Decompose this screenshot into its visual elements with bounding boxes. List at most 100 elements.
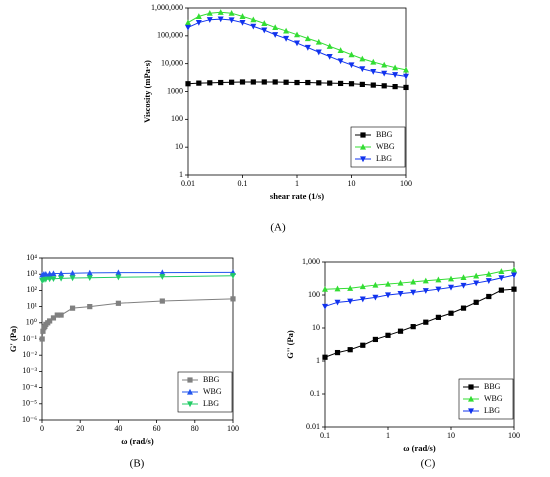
marker — [410, 324, 416, 330]
series-line — [41, 298, 234, 340]
marker — [370, 58, 377, 65]
legend-label: BBG — [376, 130, 393, 139]
marker — [54, 312, 60, 318]
marker — [448, 310, 454, 316]
marker — [294, 40, 300, 47]
marker — [261, 27, 268, 34]
x-tick-label: 10 — [447, 431, 455, 440]
y-tick-label: 0.1 — [310, 389, 320, 398]
marker — [347, 347, 353, 353]
marker — [69, 275, 76, 282]
marker — [468, 384, 474, 390]
marker — [381, 83, 387, 89]
marker — [359, 296, 366, 303]
marker — [511, 266, 517, 273]
marker — [392, 72, 399, 78]
legend-label: LBG — [203, 399, 219, 408]
marker — [304, 35, 311, 42]
y-tick-label: 10⁻⁴ — [22, 382, 37, 391]
y-tick-label: 10⁻² — [22, 350, 37, 359]
marker — [115, 300, 121, 306]
marker — [348, 62, 355, 69]
marker — [196, 80, 202, 86]
marker — [486, 293, 492, 300]
marker — [304, 44, 311, 51]
marker — [115, 269, 122, 276]
marker — [359, 66, 366, 73]
marker — [42, 276, 49, 283]
marker — [338, 80, 344, 87]
marker — [360, 143, 366, 150]
marker — [460, 274, 467, 281]
marker — [272, 79, 278, 85]
marker — [228, 17, 235, 24]
marker — [187, 377, 193, 383]
marker — [385, 280, 391, 287]
marker — [69, 270, 76, 276]
x-tick-label: 0 — [40, 424, 44, 433]
y-tick-label: 1,000,000 — [151, 3, 183, 12]
marker — [372, 294, 379, 301]
y-axis-label: Viscosity (mPa·s) — [142, 60, 152, 123]
marker — [316, 80, 322, 86]
x-tick-label: 100 — [508, 431, 520, 440]
marker — [69, 305, 76, 311]
marker — [229, 79, 235, 85]
marker — [250, 16, 257, 23]
marker — [498, 287, 505, 293]
y-tick-label: 10⁰ — [26, 318, 37, 327]
marker — [370, 68, 377, 75]
plot-frame — [324, 261, 515, 428]
panel-label: (B) — [130, 458, 145, 470]
marker — [187, 401, 193, 408]
marker — [261, 20, 268, 26]
marker — [385, 332, 391, 338]
marker — [315, 38, 322, 45]
marker — [86, 275, 93, 281]
marker — [397, 291, 404, 297]
marker — [337, 58, 344, 65]
marker — [485, 270, 492, 277]
marker — [206, 10, 213, 16]
panel-label: (C) — [421, 458, 436, 470]
y-tick-label: 10³ — [27, 269, 38, 278]
x-tick-label: 1 — [295, 179, 299, 188]
marker — [347, 298, 354, 305]
marker — [187, 388, 193, 395]
marker — [239, 19, 246, 26]
marker — [159, 269, 166, 276]
x-tick-label: 80 — [191, 424, 199, 433]
marker — [47, 318, 53, 324]
marker — [50, 276, 57, 283]
marker — [195, 19, 202, 26]
marker — [435, 276, 442, 283]
marker — [159, 274, 166, 280]
y-tick-label: 1000 — [167, 86, 183, 95]
marker — [58, 270, 65, 277]
marker — [322, 303, 328, 310]
marker — [410, 278, 417, 285]
marker — [403, 73, 409, 80]
marker — [261, 79, 267, 85]
y-tick-label: 10⁻⁶ — [22, 415, 37, 424]
marker — [86, 269, 93, 276]
marker — [435, 314, 442, 320]
marker — [403, 66, 409, 73]
marker — [326, 53, 333, 60]
y-tick-label: 10⁻¹ — [22, 334, 37, 343]
panel-label: (A) — [270, 222, 286, 234]
marker — [422, 288, 429, 294]
legend-label: BBG — [203, 375, 220, 384]
marker — [337, 47, 344, 53]
y-axis-label: G'' (Pa) — [285, 330, 295, 359]
marker — [381, 61, 388, 68]
x-tick-label: 100 — [227, 424, 239, 433]
marker — [423, 319, 429, 325]
marker — [228, 10, 235, 16]
marker — [370, 82, 376, 88]
marker — [159, 298, 165, 304]
marker — [485, 278, 492, 284]
legend-label: BBG — [484, 382, 501, 391]
marker — [250, 79, 256, 85]
